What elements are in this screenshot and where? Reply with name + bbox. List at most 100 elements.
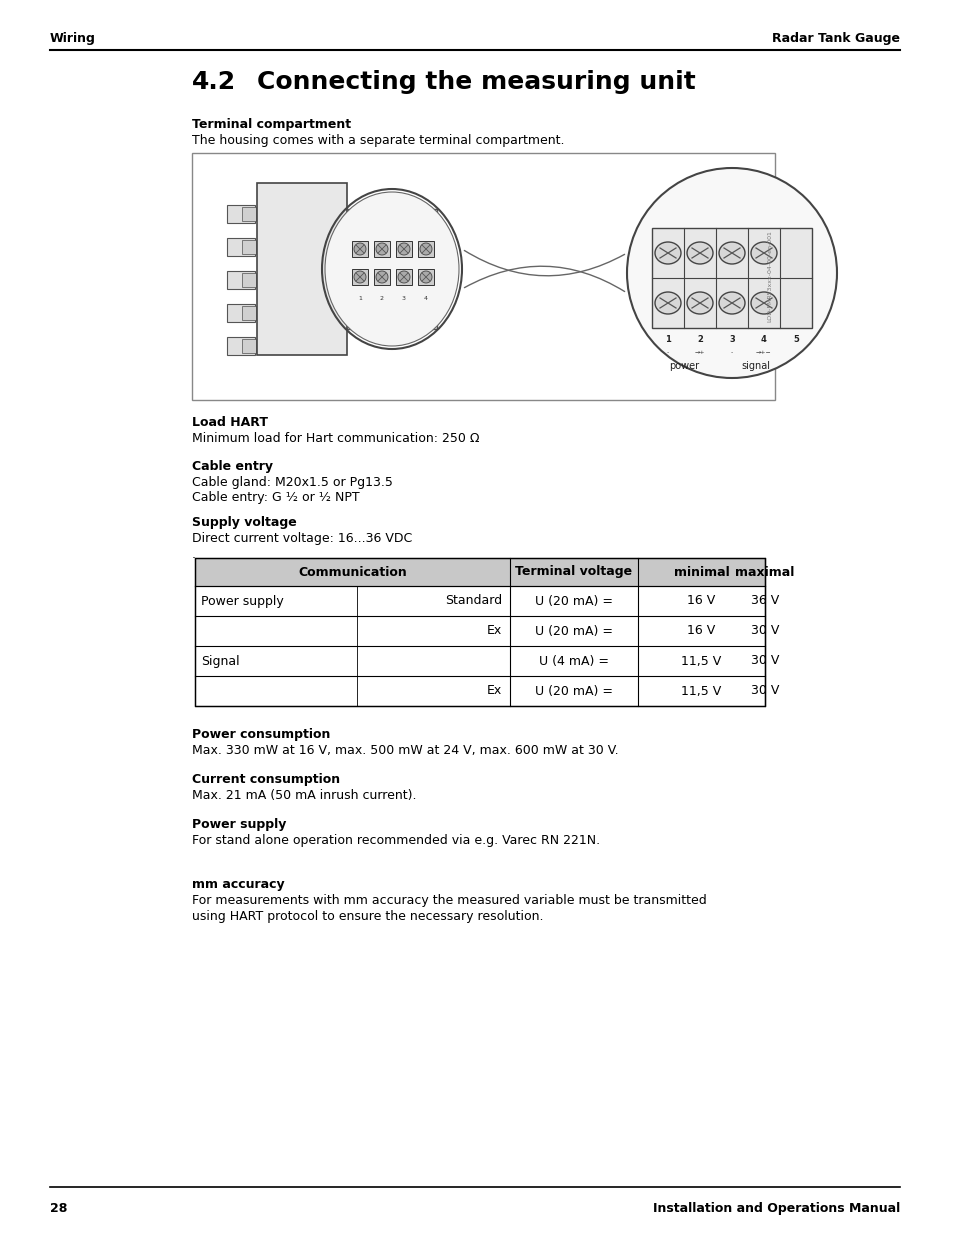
Ellipse shape [750,291,776,314]
Bar [651,228,811,329]
Text: minimal: minimal [673,566,729,578]
Text: 30 V: 30 V [750,625,779,637]
Text: 2: 2 [697,336,702,345]
Circle shape [375,243,388,254]
Bar [374,241,390,257]
Bar [395,241,412,257]
Circle shape [375,270,388,283]
Text: U (20 mA) =: U (20 mA) = [535,684,613,698]
Text: →+: →+ [694,351,704,356]
Text: Connecting the measuring unit: Connecting the measuring unit [256,70,695,94]
Bar [395,269,412,285]
Text: Power consumption: Power consumption [192,727,330,741]
Text: U (20 mA) =: U (20 mA) = [535,625,613,637]
Text: Cable entry: G ½ or ½ NPT: Cable entry: G ½ or ½ NPT [192,492,359,504]
Text: Direct current voltage: 16...36 VDC: Direct current voltage: 16...36 VDC [192,532,412,545]
Text: 30 V: 30 V [750,655,779,667]
Circle shape [626,168,836,378]
Text: Ex: Ex [486,684,501,698]
Bar [194,646,764,676]
Ellipse shape [655,242,680,264]
Ellipse shape [686,242,712,264]
Text: 1: 1 [357,296,361,301]
Text: Standard: Standard [444,594,501,608]
Bar [227,238,254,256]
Text: U (20 mA) =: U (20 mA) = [535,594,613,608]
Text: U (4 mA) =: U (4 mA) = [538,655,608,667]
Text: signal: signal [740,361,770,370]
Text: Signal: Signal [201,655,239,667]
Text: Communication: Communication [297,566,406,578]
Bar [242,273,255,287]
Text: Ex: Ex [486,625,501,637]
Bar [227,270,254,289]
Text: LOD-FMR53xxx-04-00-en-001: LOD-FMR53xxx-04-00-en-001 [766,231,771,322]
Text: Terminal voltage: Terminal voltage [515,566,632,578]
Circle shape [354,270,366,283]
Text: Power supply: Power supply [192,818,286,831]
Circle shape [397,270,410,283]
Bar [242,240,255,254]
Text: 3: 3 [401,296,406,301]
Bar [417,241,434,257]
Bar [352,241,368,257]
Bar [242,207,255,221]
Text: Supply voltage: Supply voltage [192,516,296,529]
Circle shape [419,243,432,254]
Circle shape [354,243,366,254]
Bar [227,205,254,224]
Circle shape [397,243,410,254]
Text: 5: 5 [792,336,798,345]
Bar [194,558,764,706]
Text: For measurements with mm accuracy the measured variable must be transmitted: For measurements with mm accuracy the me… [192,894,706,906]
Bar [242,306,255,320]
Text: power: power [668,361,699,370]
Bar [227,304,254,322]
Text: 36 V: 36 V [750,594,779,608]
Bar [347,209,436,329]
Text: →+−: →+− [756,351,771,356]
Text: Radar Tank Gauge: Radar Tank Gauge [771,32,899,44]
Text: The housing comes with a separate terminal compartment.: The housing comes with a separate termin… [192,135,564,147]
Ellipse shape [719,242,744,264]
Ellipse shape [325,191,458,346]
Text: 4.2: 4.2 [192,70,236,94]
Ellipse shape [719,291,744,314]
Text: 2: 2 [379,296,384,301]
Bar [227,337,254,354]
Text: 11,5 V: 11,5 V [680,684,720,698]
Text: 16 V: 16 V [687,594,715,608]
Text: Power supply: Power supply [201,594,283,608]
Ellipse shape [686,291,712,314]
Text: 11,5 V: 11,5 V [680,655,720,667]
Text: Max. 21 mA (50 mA inrush current).: Max. 21 mA (50 mA inrush current). [192,789,416,802]
Bar [352,269,368,285]
Text: Current consumption: Current consumption [192,773,340,785]
Bar [194,558,764,585]
Text: maximal: maximal [735,566,794,578]
Circle shape [419,270,432,283]
Text: .: . [192,548,195,561]
Text: Cable entry: Cable entry [192,459,273,473]
Text: 4: 4 [760,336,766,345]
Text: -: - [666,351,668,356]
Ellipse shape [655,291,680,314]
Text: Terminal compartment: Terminal compartment [192,119,351,131]
Text: Load HART: Load HART [192,416,268,429]
Text: 16 V: 16 V [687,625,715,637]
Text: using HART protocol to ensure the necessary resolution.: using HART protocol to ensure the necess… [192,910,543,923]
Ellipse shape [750,242,776,264]
Bar [417,269,434,285]
Bar [242,338,255,353]
Text: 4: 4 [423,296,428,301]
Text: 28: 28 [50,1202,68,1215]
Text: For stand alone operation recommended via e.g. Varec RN 221N.: For stand alone operation recommended vi… [192,834,599,847]
Text: 1: 1 [664,336,670,345]
Text: Minimum load for Hart communication: 250 Ω: Minimum load for Hart communication: 250… [192,432,479,445]
Bar [374,269,390,285]
Bar [192,153,774,400]
Text: 30 V: 30 V [750,684,779,698]
Bar [194,676,764,706]
Bar [194,616,764,646]
Text: Installation and Operations Manual: Installation and Operations Manual [652,1202,899,1215]
